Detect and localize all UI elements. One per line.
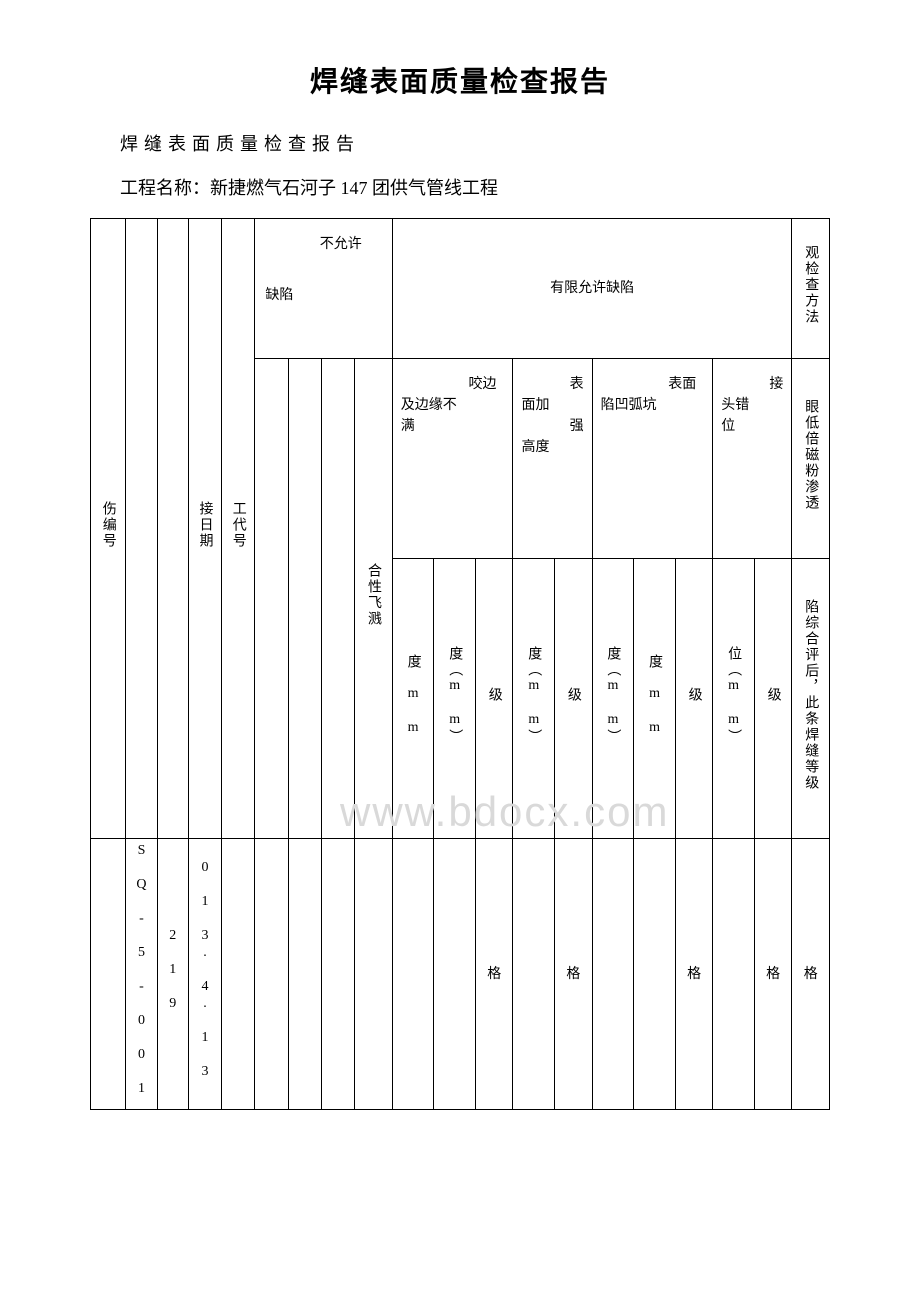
header-combined: 合性飞溅	[355, 359, 392, 839]
header-du1: 度 m m	[392, 559, 434, 839]
header-not-allowed: 不允许 缺陷	[255, 219, 392, 359]
project-prefix: 工程名称：	[120, 178, 210, 198]
header-eye: 眼低倍磁粉渗透	[792, 359, 830, 559]
row1-c3: 2 1 9	[157, 839, 188, 1110]
row1-c16	[634, 839, 676, 1110]
row1-c17: 格	[675, 839, 712, 1110]
header-grade3: 级	[675, 559, 712, 839]
header-col2	[126, 219, 157, 839]
project-value: 新捷燃气石河子 147 团供气管线工程	[210, 178, 498, 198]
row1-c14: 格	[555, 839, 592, 1110]
row1-c19: 格	[754, 839, 791, 1110]
header-surface-add: 表 面加 强 高度	[513, 359, 592, 559]
header-grade2: 级	[555, 559, 592, 839]
header-grade1: 级	[476, 559, 513, 839]
page-title: 焊缝表面质量检查报告	[90, 60, 830, 100]
header-bite: 咬边 及边缘不 满	[392, 359, 513, 559]
header-sub-a	[255, 359, 288, 839]
header-method: 观检查方法	[792, 219, 830, 359]
row1-c20: 格	[792, 839, 830, 1110]
row1-c4: 0 1 3. 4. 1 3	[188, 839, 221, 1110]
header-col1: 伤编号	[91, 219, 126, 839]
header-col5: 工代号	[222, 219, 255, 839]
project-name: 工程名称：新捷燃气石河子 147 团供气管线工程	[120, 174, 830, 200]
header-grade4: 级	[754, 559, 791, 839]
row1-c6	[255, 839, 288, 1110]
row1-c11	[434, 839, 476, 1110]
header-du3: 度（m m）	[513, 559, 555, 839]
row1-c2: S Q - 5 - 0 0 1	[126, 839, 157, 1110]
row1-c10	[392, 839, 434, 1110]
row1-c12: 格	[476, 839, 513, 1110]
header-sub-b	[288, 359, 321, 839]
header-final: 陷综合评后，此条焊缝等级	[792, 559, 830, 839]
subtitle: 焊缝表面质量检查报告	[120, 130, 830, 156]
header-sub-c	[322, 359, 355, 839]
row1-c13	[513, 839, 555, 1110]
row1-c5	[222, 839, 255, 1110]
header-du2: 度（m m）	[434, 559, 476, 839]
row1-c15	[592, 839, 634, 1110]
header-col4: 接日期	[188, 219, 221, 839]
report-table: 伤编号 接日期 工代号 不允许 缺陷 有限允许缺陷 观检查方法 合性飞溅 咬边 …	[90, 218, 830, 1110]
row1-c9	[355, 839, 392, 1110]
header-head-offset: 接 头错 位	[713, 359, 792, 559]
header-limited: 有限允许缺陷	[392, 219, 792, 359]
row1-c7	[288, 839, 321, 1110]
header-col3	[157, 219, 188, 839]
header-pos: 位（m m）	[713, 559, 755, 839]
header-surface-pit: 表面 陷凹弧坑	[592, 359, 713, 559]
row1-c1	[91, 839, 126, 1110]
row1-c18	[713, 839, 755, 1110]
header-du5: 度 m m	[634, 559, 676, 839]
row1-c8	[322, 839, 355, 1110]
header-du4: 度（m m）	[592, 559, 634, 839]
